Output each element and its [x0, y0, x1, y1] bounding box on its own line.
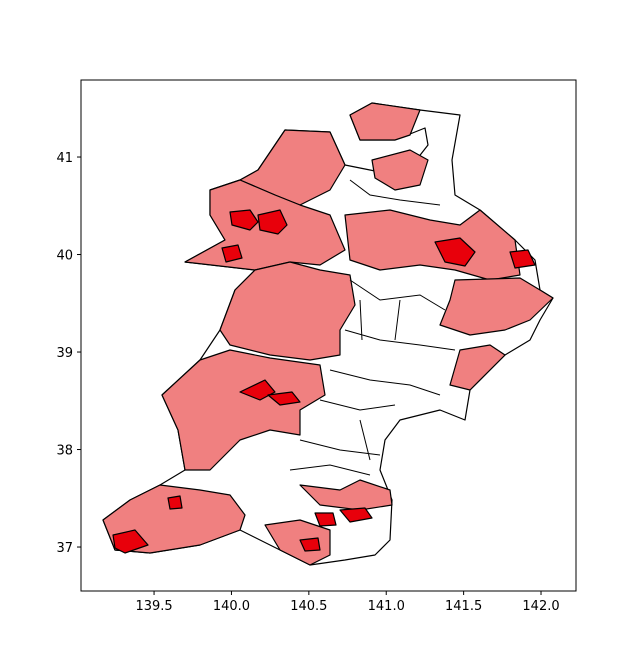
region [509, 249, 536, 269]
x-tick-label: 140.5 [290, 599, 327, 614]
x-tick-label: 140.0 [213, 599, 250, 614]
y-tick-label: 39 [56, 346, 73, 361]
region [449, 344, 506, 391]
region [264, 519, 331, 566]
x-tick-label: 139.5 [135, 599, 172, 614]
x-tick-label: 141.0 [368, 599, 405, 614]
y-tick-label: 41 [56, 151, 73, 166]
region [434, 237, 476, 267]
region [349, 102, 421, 141]
region [314, 512, 337, 527]
x-tick-label: 142.0 [522, 599, 559, 614]
x-tick-label: 141.5 [445, 599, 482, 614]
region [439, 277, 554, 336]
boundary [289, 179, 456, 476]
region [257, 209, 288, 235]
region [112, 529, 149, 554]
region [161, 349, 326, 471]
region [339, 507, 373, 523]
axes: 139.5 140.0 140.5 141.0 141.5 142.0 37 38 39 40 41 [56, 79, 577, 614]
region [344, 209, 521, 281]
y-tick-label: 38 [56, 444, 73, 459]
y-tick-label: 40 [56, 249, 73, 264]
plot-frame [80, 79, 577, 592]
region [219, 261, 356, 361]
region [221, 244, 243, 263]
region [229, 209, 259, 231]
region [167, 495, 183, 510]
region [267, 391, 301, 406]
region [239, 379, 276, 401]
y-tick-label: 37 [56, 541, 73, 556]
region [299, 479, 393, 511]
map [102, 102, 554, 566]
region [299, 537, 321, 552]
region [371, 149, 429, 191]
